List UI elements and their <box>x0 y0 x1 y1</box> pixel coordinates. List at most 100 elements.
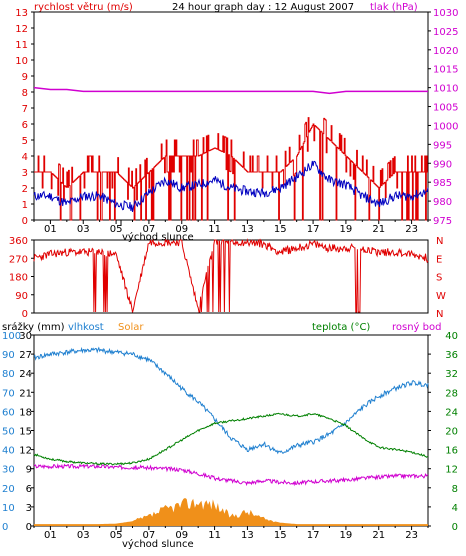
humidity-tick-label: 40 <box>2 446 15 457</box>
humidity-tick-label: 60 <box>2 407 15 418</box>
panel1-left-tick-label: 1 <box>22 200 28 211</box>
panel1-right-tick-label: 985 <box>433 178 452 189</box>
humidity-tick-label: 100 <box>2 331 21 342</box>
panel1-x-tick-label: 21 <box>372 224 385 235</box>
panel3-x-tick-label: 13 <box>241 530 254 541</box>
panel3-x-tick-label: 19 <box>340 530 353 541</box>
temperature-tick-label: 36 <box>445 350 458 361</box>
temperature-legend: teplota (°C) <box>312 322 370 333</box>
temperature-line <box>33 412 429 466</box>
panel1-right-tick-label: 1005 <box>433 103 458 114</box>
panel1-left-tick-label: 8 <box>22 88 28 99</box>
panel1-left-tick-label: 11 <box>15 40 28 51</box>
panel3-x-tick-label: 03 <box>77 530 90 541</box>
rain-tick-label: 27 <box>19 350 32 361</box>
temperature-tick-label: 40 <box>445 331 458 342</box>
pressure-line <box>33 86 428 95</box>
panel2-left-tick-label: 90 <box>15 291 28 302</box>
panel1-right-tick-label: 990 <box>433 159 452 170</box>
humidity-tick-label: 10 <box>2 503 15 514</box>
panel2-left-tick-label: 360 <box>9 236 28 247</box>
rain-tick-label: 3 <box>26 503 32 514</box>
solar-area <box>34 498 428 526</box>
panel3-x-tick-label: 05 <box>110 530 123 541</box>
panel1-x-tick-label: 19 <box>340 224 353 235</box>
panel3-x-tick-label: 23 <box>405 530 418 541</box>
rain-tick-label: 15 <box>19 427 32 438</box>
rain-tick-label: 30 <box>19 331 32 342</box>
panel1-x-tick-label: 11 <box>208 224 221 235</box>
panel1-left-tick-label: 12 <box>15 24 28 35</box>
panel3-x-tick-label: 07 <box>143 530 156 541</box>
panel2-left-tick-label: 270 <box>9 254 28 265</box>
rain-tick-label: 0 <box>26 522 32 533</box>
panel1-x-tick-label: 15 <box>274 224 287 235</box>
panel1-left-tick-label: 6 <box>22 120 28 131</box>
rain-tick-label: 21 <box>19 388 32 399</box>
humidity-tick-label: 90 <box>2 350 15 361</box>
temperature-tick-label: 20 <box>445 427 458 438</box>
panel3-x-tick-label: 11 <box>208 530 221 541</box>
panel2-left-tick-label: 0 <box>22 309 28 320</box>
panel1-left-tick-label: 0 <box>22 216 28 227</box>
panel1-x-tick-label: 13 <box>241 224 254 235</box>
temperature-tick-label: 24 <box>445 407 458 418</box>
panel2-left-tick-label: 180 <box>9 273 28 284</box>
panel1-right-tick-label: 1015 <box>433 65 458 76</box>
temperature-tick-label: 12 <box>445 465 458 476</box>
panel1-x-tick-label: 09 <box>175 224 188 235</box>
panel3-x-tick-label: 09 <box>175 530 188 541</box>
sunrise-label-bottom: východ slunce <box>122 538 194 550</box>
panel1-x-tick-label: 05 <box>110 224 123 235</box>
panel1-right-tick-label: 1025 <box>433 27 458 38</box>
rain-tick-label: 9 <box>26 465 32 476</box>
humidity-line <box>33 346 429 455</box>
rain-tick-label: 6 <box>26 484 32 495</box>
panel3-frame <box>33 334 429 527</box>
panel2-right-tick-label: N <box>436 236 443 247</box>
rain-tick-label: 24 <box>19 369 32 380</box>
panel1-right-tick-label: 975 <box>433 216 452 227</box>
panel3-x-tick-label: 15 <box>274 530 287 541</box>
wind-speed-axis-label: rychlost větru (m/s) <box>34 1 133 13</box>
panel1-left-tick-label: 3 <box>22 168 28 179</box>
panel3-x-tick-label: 01 <box>44 530 57 541</box>
panel1-left-tick-label: 4 <box>22 152 28 163</box>
humidity-tick-label: 80 <box>2 369 15 380</box>
temperature-tick-label: 32 <box>445 369 458 380</box>
temperature-tick-label: 28 <box>445 388 458 399</box>
pressure-axis-label: tlak (hPa) <box>370 2 418 13</box>
panel3-x-tick-label: 17 <box>307 530 320 541</box>
panel1-right-tick-label: 1030 <box>433 8 458 19</box>
humidity-tick-label: 50 <box>2 427 15 438</box>
panel1-x-tick-label: 07 <box>143 224 156 235</box>
humidity-tick-label: 70 <box>2 388 15 399</box>
panel1-left-tick-label: 13 <box>15 8 28 19</box>
panel1-left-tick-label: 2 <box>22 184 28 195</box>
panel2-right-tick-label: E <box>436 254 442 265</box>
panel2-right-tick-label: W <box>436 291 446 302</box>
panel1-x-tick-label: 17 <box>307 224 320 235</box>
humidity-tick-label: 20 <box>2 484 15 495</box>
panel1-right-tick-label: 1000 <box>433 121 458 132</box>
panel1-left-tick-label: 7 <box>22 104 28 115</box>
panel2-right-tick-label: S <box>436 273 442 284</box>
panel1-right-tick-label: 1010 <box>433 84 458 95</box>
chart-title: 24 hour graph day : 12 August 2007 <box>172 2 354 13</box>
temperature-tick-label: 16 <box>445 446 458 457</box>
panel1-x-tick-label: 01 <box>44 224 57 235</box>
wind-direction-line <box>33 238 429 313</box>
rain-axis-label: srážky (mm) <box>2 321 65 333</box>
panel1-right-tick-label: 980 <box>433 197 452 208</box>
humidity-tick-label: 30 <box>2 465 15 476</box>
panel1-x-tick-label: 23 <box>405 224 418 235</box>
temperature-tick-label: 8 <box>452 484 458 495</box>
humidity-legend: vlhkost <box>68 322 104 333</box>
panel1-right-tick-label: 1020 <box>433 46 458 57</box>
rain-tick-label: 12 <box>19 446 32 457</box>
solar-legend: Solar <box>118 322 144 333</box>
panel3-x-tick-label: 21 <box>372 530 385 541</box>
panel1-right-tick-label: 995 <box>433 140 452 151</box>
rain-tick-label: 18 <box>19 407 32 418</box>
